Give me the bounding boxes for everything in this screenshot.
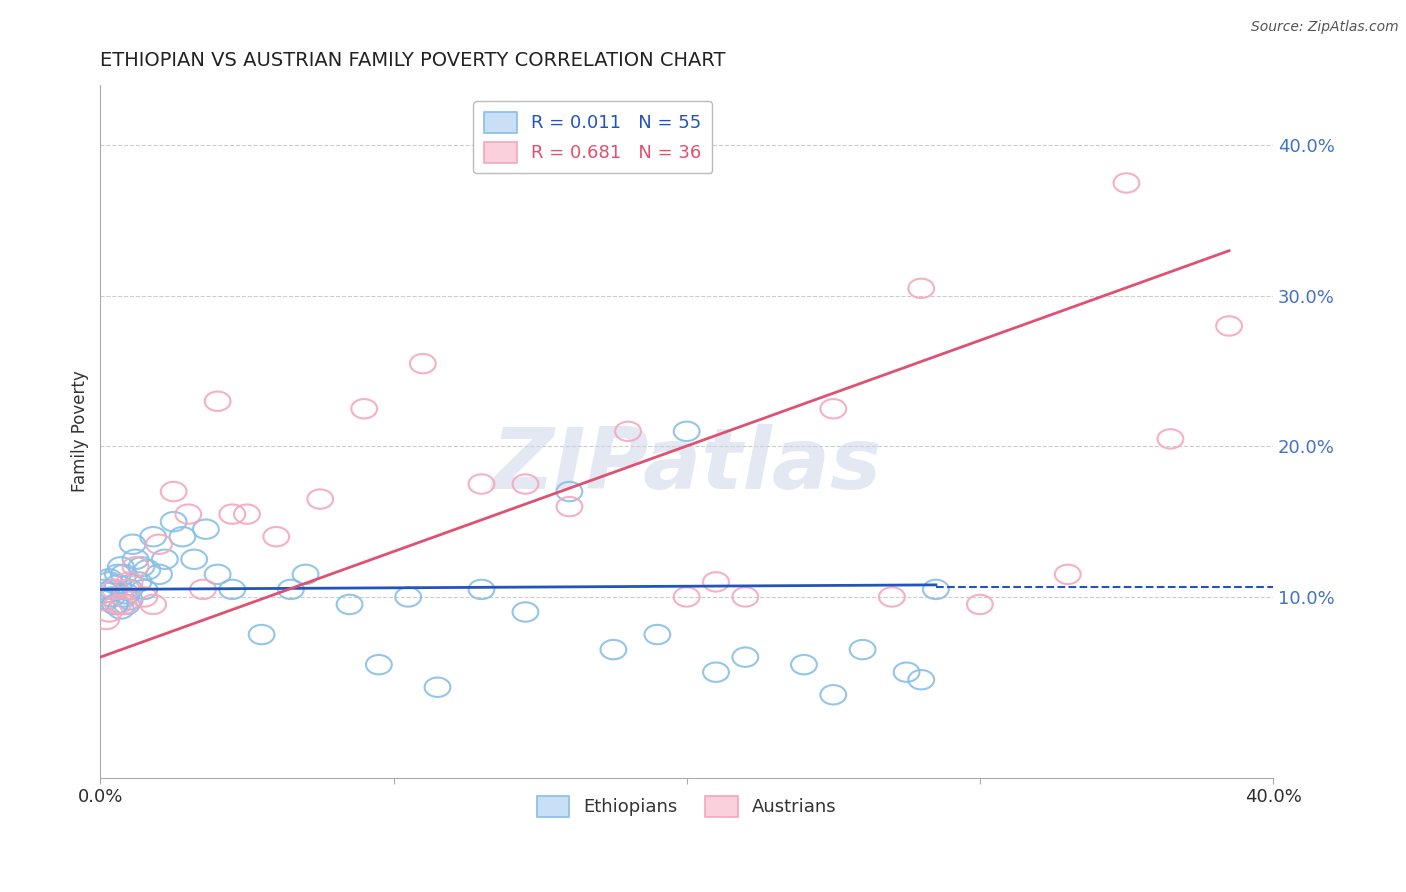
Y-axis label: Family Poverty: Family Poverty	[72, 370, 89, 492]
Legend: Ethiopians, Austrians: Ethiopians, Austrians	[530, 789, 844, 824]
Text: Source: ZipAtlas.com: Source: ZipAtlas.com	[1251, 20, 1399, 34]
Text: ZIPatlas: ZIPatlas	[492, 425, 882, 508]
Text: ETHIOPIAN VS AUSTRIAN FAMILY POVERTY CORRELATION CHART: ETHIOPIAN VS AUSTRIAN FAMILY POVERTY COR…	[100, 51, 725, 70]
